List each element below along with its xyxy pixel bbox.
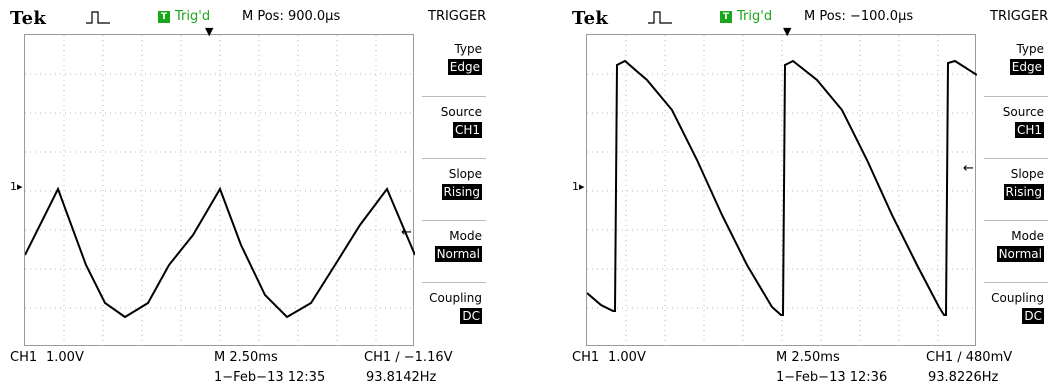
- menu-coupling-value: DC: [1022, 308, 1044, 324]
- status-bar: Tek T Trig'd M Pos: −100.0µs TRIGGER: [570, 0, 1048, 34]
- channel-ground-marker: 1▸: [10, 180, 23, 193]
- status-bar: Tek T Trig'd M Pos: 900.0µs TRIGGER: [8, 0, 486, 34]
- menu-source-label: Source: [1002, 105, 1044, 119]
- menu-title: TRIGGER: [990, 9, 1049, 24]
- frequency-readout: 93.8226Hz: [928, 370, 999, 385]
- menu-title: TRIGGER: [428, 9, 487, 24]
- datetime-readout: 1−Feb−13 12:36: [776, 370, 888, 385]
- menu-mode-value: Normal: [434, 246, 482, 262]
- timebase-readout: M 2.50ms: [214, 350, 278, 365]
- trigger-menu: Type Edge Source CH1 Slope Rising Mode N…: [422, 34, 486, 346]
- menu-coupling-label: Coupling: [429, 291, 482, 305]
- menu-slope-value: Rising: [1003, 184, 1044, 200]
- trigger-status-text: Trig'd: [737, 9, 773, 24]
- channel-label: CH1: [572, 350, 600, 365]
- waveform-display: ▼ ←: [586, 25, 977, 347]
- menu-coupling[interactable]: Coupling DC: [984, 282, 1048, 343]
- menu-mode-value: Normal: [996, 246, 1044, 262]
- menu-source-value: CH1: [452, 122, 482, 138]
- bottom-readout: CH1 1.00V M 2.50ms CH1 ∕ −1.16V 1−Feb−13…: [8, 346, 486, 389]
- bottom-readout: CH1 1.00V M 2.50ms CH1 ∕ 480mV 1−Feb−13 …: [570, 346, 1048, 389]
- menu-mode[interactable]: Mode Normal: [422, 220, 486, 281]
- waveform-display: ▼ ←: [24, 25, 415, 347]
- trigger-status: T Trig'd: [158, 9, 210, 24]
- waveform-trace: [587, 59, 977, 316]
- menu-slope-label: Slope: [1010, 167, 1044, 181]
- oscilloscope-screen-left: Tek T Trig'd M Pos: 900.0µs TRIGGER 1▸: [8, 0, 486, 389]
- menu-slope[interactable]: Slope Rising: [984, 158, 1048, 219]
- trigger-icon: T: [720, 11, 732, 23]
- trigger-level-marker: ←: [401, 225, 412, 240]
- menu-mode[interactable]: Mode Normal: [984, 220, 1048, 281]
- menu-mode-label: Mode: [449, 229, 482, 243]
- menu-type[interactable]: Type Edge: [984, 34, 1048, 94]
- menu-slope[interactable]: Slope Rising: [422, 158, 486, 219]
- menu-type-value: Edge: [447, 59, 482, 75]
- channel-label: CH1: [10, 350, 38, 365]
- oscilloscope-screen-right: Tek T Trig'd M Pos: −100.0µs TRIGGER 1▸: [570, 0, 1048, 389]
- menu-source[interactable]: Source CH1: [984, 96, 1048, 157]
- frequency-readout: 93.8142Hz: [366, 370, 437, 385]
- trigger-position-marker: ▼: [205, 25, 214, 38]
- acquisition-pulse-icon: [648, 11, 672, 24]
- graticule-grid: [25, 35, 415, 347]
- menu-slope-label: Slope: [448, 167, 482, 181]
- waveform-trace: [25, 186, 415, 319]
- datetime-readout: 1−Feb−13 12:35: [214, 370, 326, 385]
- menu-type[interactable]: Type Edge: [422, 34, 486, 94]
- menu-type-label: Type: [1016, 42, 1044, 56]
- volts-per-div: 1.00V: [46, 350, 84, 365]
- acquisition-pulse-icon: [86, 11, 110, 24]
- menu-coupling[interactable]: Coupling DC: [422, 282, 486, 343]
- menu-coupling-label: Coupling: [991, 291, 1044, 305]
- menu-slope-value: Rising: [441, 184, 482, 200]
- menu-source[interactable]: Source CH1: [422, 96, 486, 157]
- volts-per-div: 1.00V: [608, 350, 646, 365]
- brand-logo: Tek: [572, 8, 609, 29]
- menu-mode-label: Mode: [1011, 229, 1044, 243]
- trigger-position-marker: ▼: [783, 25, 792, 38]
- main-position-readout: M Pos: −100.0µs: [804, 9, 914, 24]
- trigger-icon: T: [158, 11, 170, 23]
- graticule-grid: [587, 35, 977, 347]
- trigger-status: T Trig'd: [720, 9, 772, 24]
- menu-coupling-value: DC: [460, 308, 482, 324]
- trigger-readout: CH1 ∕ −1.16V: [364, 350, 453, 365]
- trigger-status-text: Trig'd: [175, 9, 211, 24]
- menu-type-label: Type: [454, 42, 482, 56]
- timebase-readout: M 2.50ms: [776, 350, 840, 365]
- main-position-readout: M Pos: 900.0µs: [242, 9, 341, 24]
- trigger-readout: CH1 ∕ 480mV: [926, 350, 1013, 365]
- menu-source-label: Source: [440, 105, 482, 119]
- menu-type-value: Edge: [1009, 59, 1044, 75]
- brand-logo: Tek: [10, 8, 47, 29]
- menu-source-value: CH1: [1014, 122, 1044, 138]
- trigger-level-marker: ←: [963, 161, 974, 176]
- trigger-menu: Type Edge Source CH1 Slope Rising Mode N…: [984, 34, 1048, 346]
- channel-ground-marker: 1▸: [572, 180, 585, 193]
